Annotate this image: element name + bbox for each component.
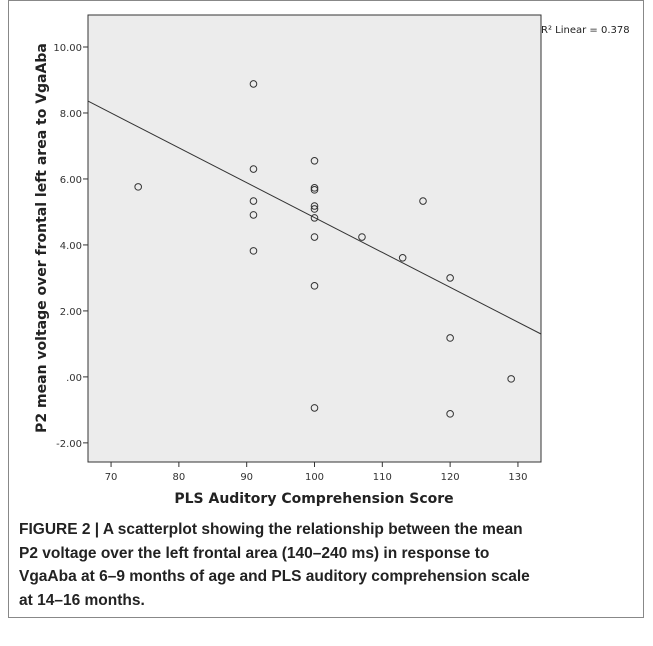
caption: FIGURE 2 | A scatterplot showing the rel…	[19, 518, 639, 612]
point	[310, 186, 319, 194]
point	[446, 334, 454, 342]
x-axis-title: PLS Auditory Comprehension Score	[174, 491, 453, 507]
y-tick-label: -2.00	[56, 439, 82, 450]
annotation: R² Linear = 0.378	[541, 25, 630, 36]
point	[249, 80, 258, 88]
point	[310, 214, 319, 222]
x-tick-label: 110	[373, 472, 392, 483]
point	[134, 183, 142, 191]
point	[310, 202, 319, 210]
x-tick-label: 80	[173, 472, 186, 483]
point	[446, 410, 454, 418]
point	[249, 197, 258, 205]
y-tick-label: 10.00	[53, 43, 82, 54]
y-tick-label: 6.00	[60, 175, 82, 186]
y-tick-label: 4.00	[60, 241, 82, 252]
x-tick-label: 120	[441, 472, 460, 483]
point	[419, 197, 427, 205]
x-tick-label: 100	[305, 472, 324, 483]
y-tick-label: 8.00	[60, 109, 82, 120]
point	[310, 205, 319, 213]
point	[446, 274, 454, 282]
caption-line: VgaAba at 6–9 months of age and PLS audi…	[19, 568, 530, 585]
x-tick-label: 70	[105, 472, 118, 483]
point	[310, 233, 319, 241]
y-axis-title: P2 mean voltage over frontal left area t…	[34, 43, 50, 433]
point	[249, 247, 258, 255]
point	[398, 253, 407, 262]
point	[358, 233, 366, 241]
point	[249, 165, 258, 173]
caption-line: P2 voltage over the left frontal area (1…	[19, 544, 490, 562]
caption-line: at 14–16 months.	[19, 591, 145, 609]
point	[310, 184, 319, 192]
caption-line: FIGURE 2 | A scatterplot showing the rel…	[19, 521, 523, 538]
point	[249, 211, 258, 219]
y-tick-label: .00	[66, 373, 82, 384]
point	[507, 375, 515, 383]
point	[310, 404, 319, 412]
x-tick-label: 130	[508, 472, 527, 483]
fit-line	[87, 100, 542, 335]
y-tick-label: 2.00	[60, 307, 82, 318]
frame	[8, 0, 644, 618]
point	[310, 157, 319, 165]
point	[310, 282, 319, 290]
plot-area	[87, 14, 542, 463]
x-tick-label: 90	[240, 472, 253, 483]
